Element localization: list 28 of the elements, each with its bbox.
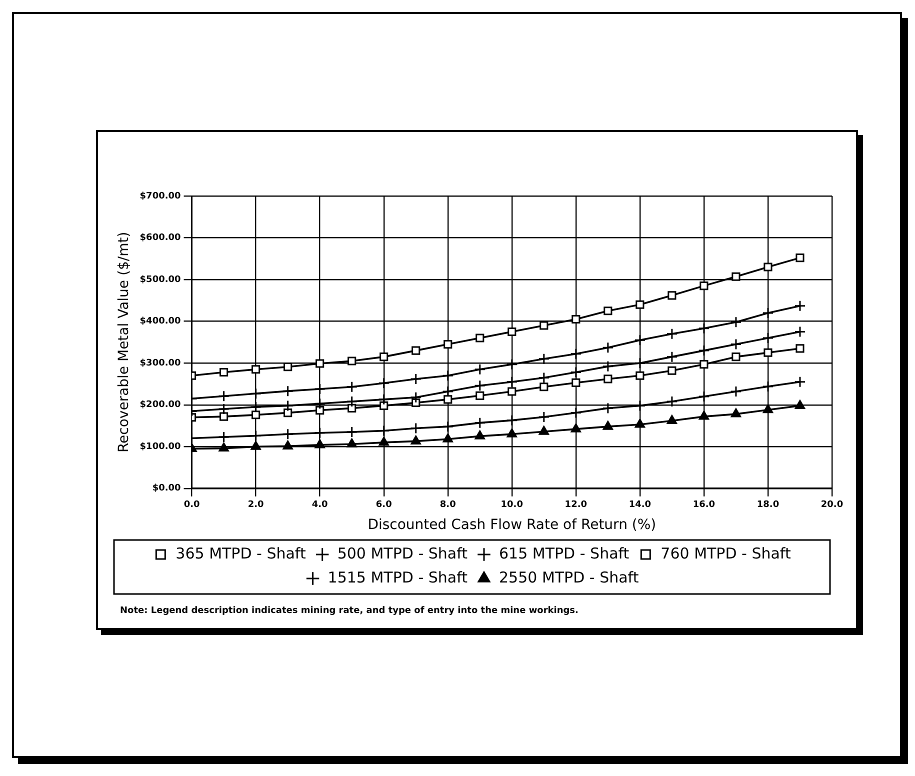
legend-label: 760 MTPD - Shaft — [660, 544, 791, 562]
legend-label: 500 MTPD - Shaft — [337, 544, 468, 562]
x-axis-title: Discounted Cash Flow Rate of Return (%) — [368, 517, 656, 534]
x-tick-label: 12.0 — [564, 500, 588, 510]
legend-label: 365 MTPD - Shaft — [176, 544, 306, 562]
y-tick-label: $700.00 — [140, 191, 181, 202]
text: Note: Legend description indicates mining rate, and type of entry into the mine workings. — [120, 606, 578, 616]
y-tick-label: $300.00 — [140, 358, 181, 368]
x-tick-label: 8.0 — [440, 500, 456, 510]
y-tick-label: $600.00 — [140, 233, 181, 244]
x-tick-label: 2.0 — [248, 500, 264, 510]
x-tick-label: 4.0 — [312, 500, 328, 510]
legend-label: 1515 MTPD - Shaft — [328, 568, 468, 586]
y-tick-label: $0.00 — [152, 484, 181, 494]
legend-label: 615 MTPD - Shaft — [499, 544, 630, 562]
x-tick-label: 16.0 — [692, 500, 716, 510]
y-tick-label: $200.00 — [140, 400, 181, 410]
y-tick-label: $400.00 — [140, 316, 181, 327]
y-tick-label: $100.00 — [140, 442, 181, 452]
x-tick-label: 20.0 — [820, 500, 844, 510]
x-tick-label: 10.0 — [500, 500, 524, 510]
x-tick-label: 14.0 — [628, 500, 652, 510]
y-tick-label: $500.00 — [140, 274, 181, 285]
x-tick-label: 18.0 — [756, 500, 780, 510]
y-axis-title: Recoverable Metal Value ($/mt) — [116, 232, 132, 453]
legend-label: 2550 MTPD - Shaft — [499, 568, 639, 586]
x-tick-label: 6.0 — [376, 500, 392, 510]
x-tick-label: 0.0 — [184, 500, 200, 510]
